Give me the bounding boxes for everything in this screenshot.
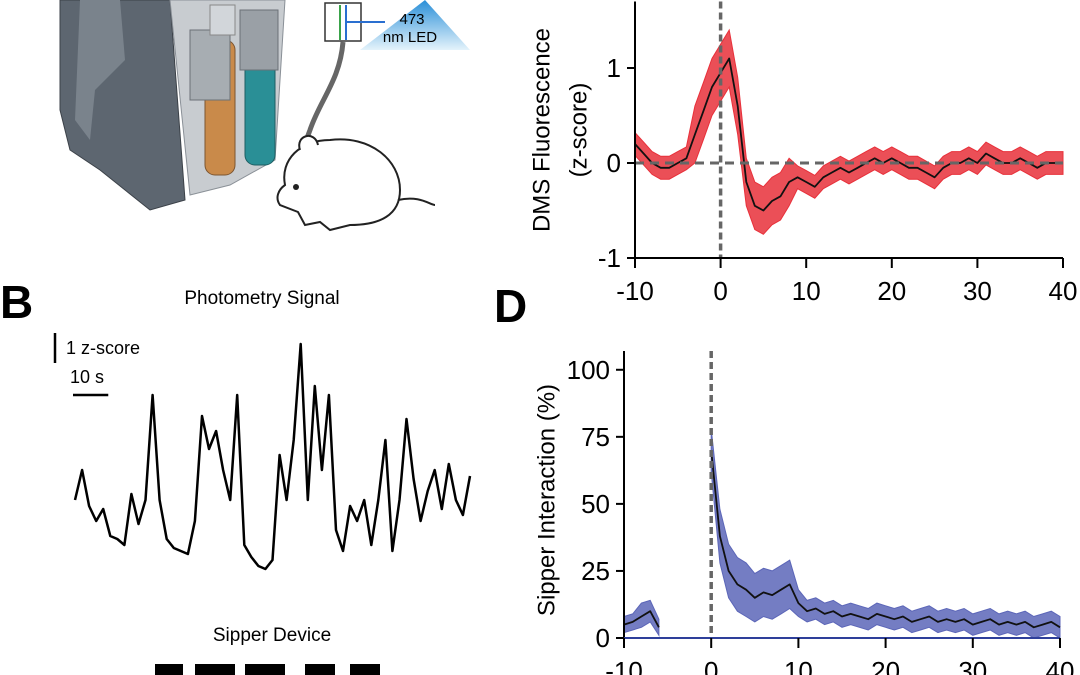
y-axis-label: Sipper Interaction (%) <box>533 384 560 616</box>
panel-label: D <box>494 280 527 332</box>
device-illustration <box>59 0 286 211</box>
y-axis-label: DMS Fluorescence <box>528 28 555 232</box>
error-band <box>623 599 660 637</box>
y-tick-label: 1 <box>607 53 621 83</box>
x-tick-label: 30 <box>963 276 992 306</box>
panel-title: Photometry Signal <box>184 288 339 309</box>
x-tick-label: 10 <box>792 276 821 306</box>
x-tick-label: -10 <box>605 656 643 675</box>
x-tick-label: -10 <box>616 276 654 306</box>
error-band <box>634 28 1064 235</box>
data-line <box>634 57 1063 212</box>
x-tick-label: 10 <box>784 656 813 675</box>
y-tick-label: 50 <box>581 489 610 519</box>
data-line <box>73 342 472 571</box>
data-line <box>623 450 1061 629</box>
scale-bar-label: 10 s <box>70 367 104 387</box>
panel-label: B <box>0 276 33 328</box>
x-tick-label: 20 <box>877 276 906 306</box>
x-tick-label: 40 <box>1049 276 1078 306</box>
y-tick-label: 0 <box>596 623 610 653</box>
y-tick-label: 0 <box>607 148 621 178</box>
y-tick-label: 75 <box>581 422 610 452</box>
scale-bar-label: 1 z-score <box>66 338 140 358</box>
y-tick-label: 25 <box>581 556 610 586</box>
x-tick-label: 0 <box>713 276 727 306</box>
panel-title: Sipper Device <box>213 625 331 646</box>
y-tick-label: 100 <box>567 355 610 385</box>
x-tick-label: 0 <box>704 656 718 675</box>
led-label: 473 <box>399 11 424 28</box>
x-tick-label: 30 <box>958 656 987 675</box>
cropped-heading <box>155 664 380 675</box>
led-label: nm LED <box>383 29 437 46</box>
photometry-setup: 473 nm LED <box>276 0 470 232</box>
x-tick-label: 20 <box>871 656 900 675</box>
x-tick-label: 40 <box>1046 656 1075 675</box>
y-tick-label: -1 <box>598 243 621 273</box>
y-axis-label: (z-score) <box>565 83 592 178</box>
error-band <box>710 428 1061 639</box>
